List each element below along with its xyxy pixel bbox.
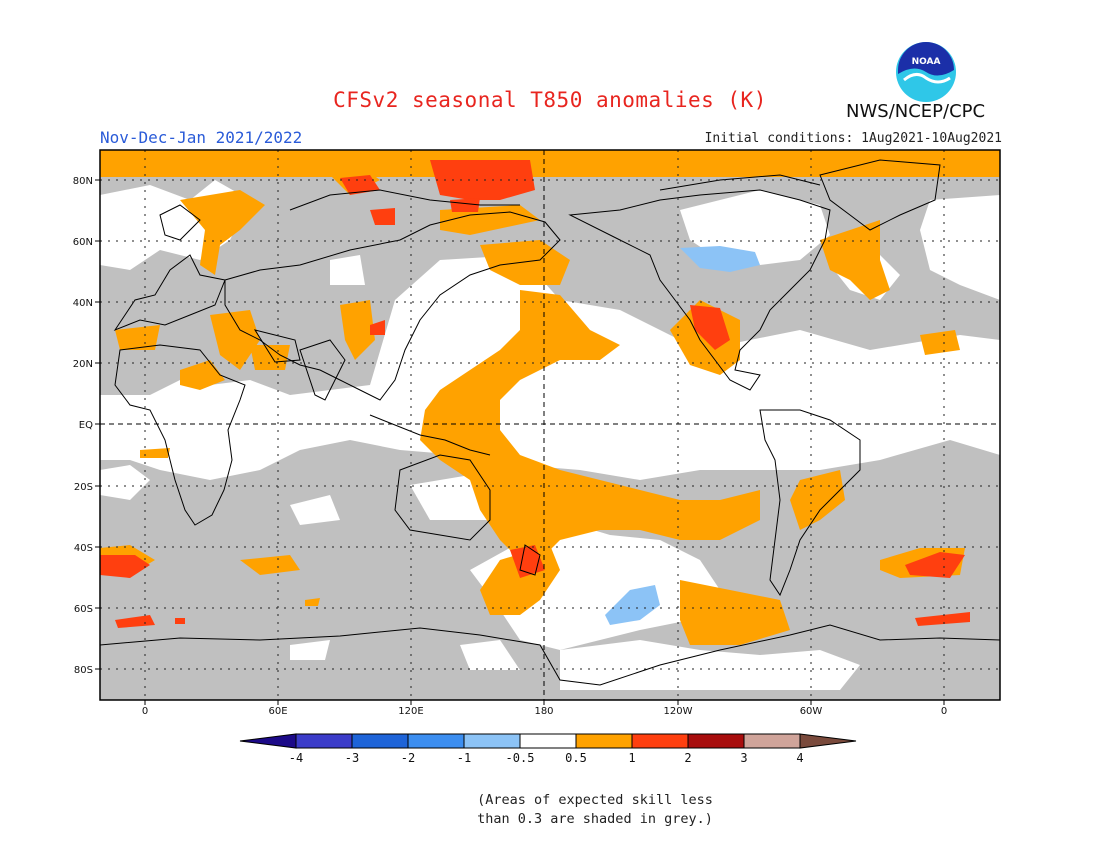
colorbar-label: -3 bbox=[345, 751, 359, 765]
lat-label-60s: 60S bbox=[74, 604, 93, 615]
anomaly-map: 80N 60N 40N 20N EQ 20S 40S 60S 80S 0 60E… bbox=[73, 149, 1001, 717]
lat-label-eq: EQ bbox=[79, 420, 93, 431]
lon-label-120e: 120E bbox=[398, 706, 423, 717]
strong-warm-anomaly-regions bbox=[100, 160, 970, 628]
lon-label-180: 180 bbox=[534, 706, 553, 717]
coastlines bbox=[100, 159, 1000, 686]
colorbar-label: 1 bbox=[628, 751, 635, 765]
lon-label-60e: 60E bbox=[268, 706, 287, 717]
skill-note-line2: than 0.3 are shaded in grey.) bbox=[477, 811, 713, 827]
lon-label-0-east: 0 bbox=[941, 706, 947, 717]
graticule bbox=[100, 150, 1000, 700]
initial-conditions: Initial conditions: 1Aug2021-10Aug2021 bbox=[704, 131, 1002, 146]
map-title: CFSv2 seasonal T850 anomalies (K) bbox=[333, 88, 767, 112]
forecast-period: Nov-Dec-Jan 2021/2022 bbox=[100, 128, 303, 147]
colorbar-label: -1 bbox=[457, 751, 471, 765]
colorbar-arrow-high bbox=[799, 733, 857, 749]
lat-label-80n: 80N bbox=[73, 176, 93, 187]
colorbar-cell bbox=[295, 733, 353, 749]
colorbar-cell bbox=[519, 733, 577, 749]
colorbar-cell bbox=[351, 733, 409, 749]
lat-label-80s: 80S bbox=[74, 665, 93, 676]
colorbar-label: 0.5 bbox=[565, 751, 587, 765]
lat-label-20n: 20N bbox=[73, 359, 93, 370]
cool-anomaly-regions bbox=[605, 246, 760, 625]
colorbar-cell bbox=[575, 733, 633, 749]
lon-label-0: 0 bbox=[142, 706, 148, 717]
agency-label: NWS/NCEP/CPC bbox=[846, 101, 986, 122]
colorbar-cell bbox=[631, 733, 689, 749]
equator-dateline bbox=[100, 150, 1000, 700]
lon-label-60w: 60W bbox=[800, 706, 823, 717]
colorbar: -4 -3 -2 -1 -0.5 0.5 1 2 3 4 bbox=[239, 733, 857, 765]
colorbar-cell bbox=[743, 733, 801, 749]
noaa-logo-text: NOAA bbox=[912, 57, 941, 67]
map-frame bbox=[99, 149, 1001, 701]
lon-label-120w: 120W bbox=[664, 706, 693, 717]
lat-label-60n: 60N bbox=[73, 237, 93, 248]
skill-note-line1: (Areas of expected skill less bbox=[477, 792, 713, 808]
colorbar-label: -0.5 bbox=[506, 751, 535, 765]
lat-label-40n: 40N bbox=[73, 298, 93, 309]
colorbar-cell bbox=[687, 733, 745, 749]
colorbar-label: -2 bbox=[401, 751, 415, 765]
colorbar-label: 2 bbox=[684, 751, 691, 765]
lat-label-20s: 20S bbox=[74, 482, 93, 493]
colorbar-cell bbox=[463, 733, 521, 749]
colorbar-arrow-low bbox=[239, 733, 297, 749]
colorbar-label: 4 bbox=[796, 751, 803, 765]
lat-label-40s: 40S bbox=[74, 543, 93, 554]
noaa-logo-icon: NOAA bbox=[896, 42, 956, 102]
colorbar-label: -4 bbox=[289, 751, 303, 765]
colorbar-label: 3 bbox=[740, 751, 747, 765]
colorbar-cell bbox=[407, 733, 465, 749]
warm-anomaly-regions bbox=[100, 150, 1000, 645]
